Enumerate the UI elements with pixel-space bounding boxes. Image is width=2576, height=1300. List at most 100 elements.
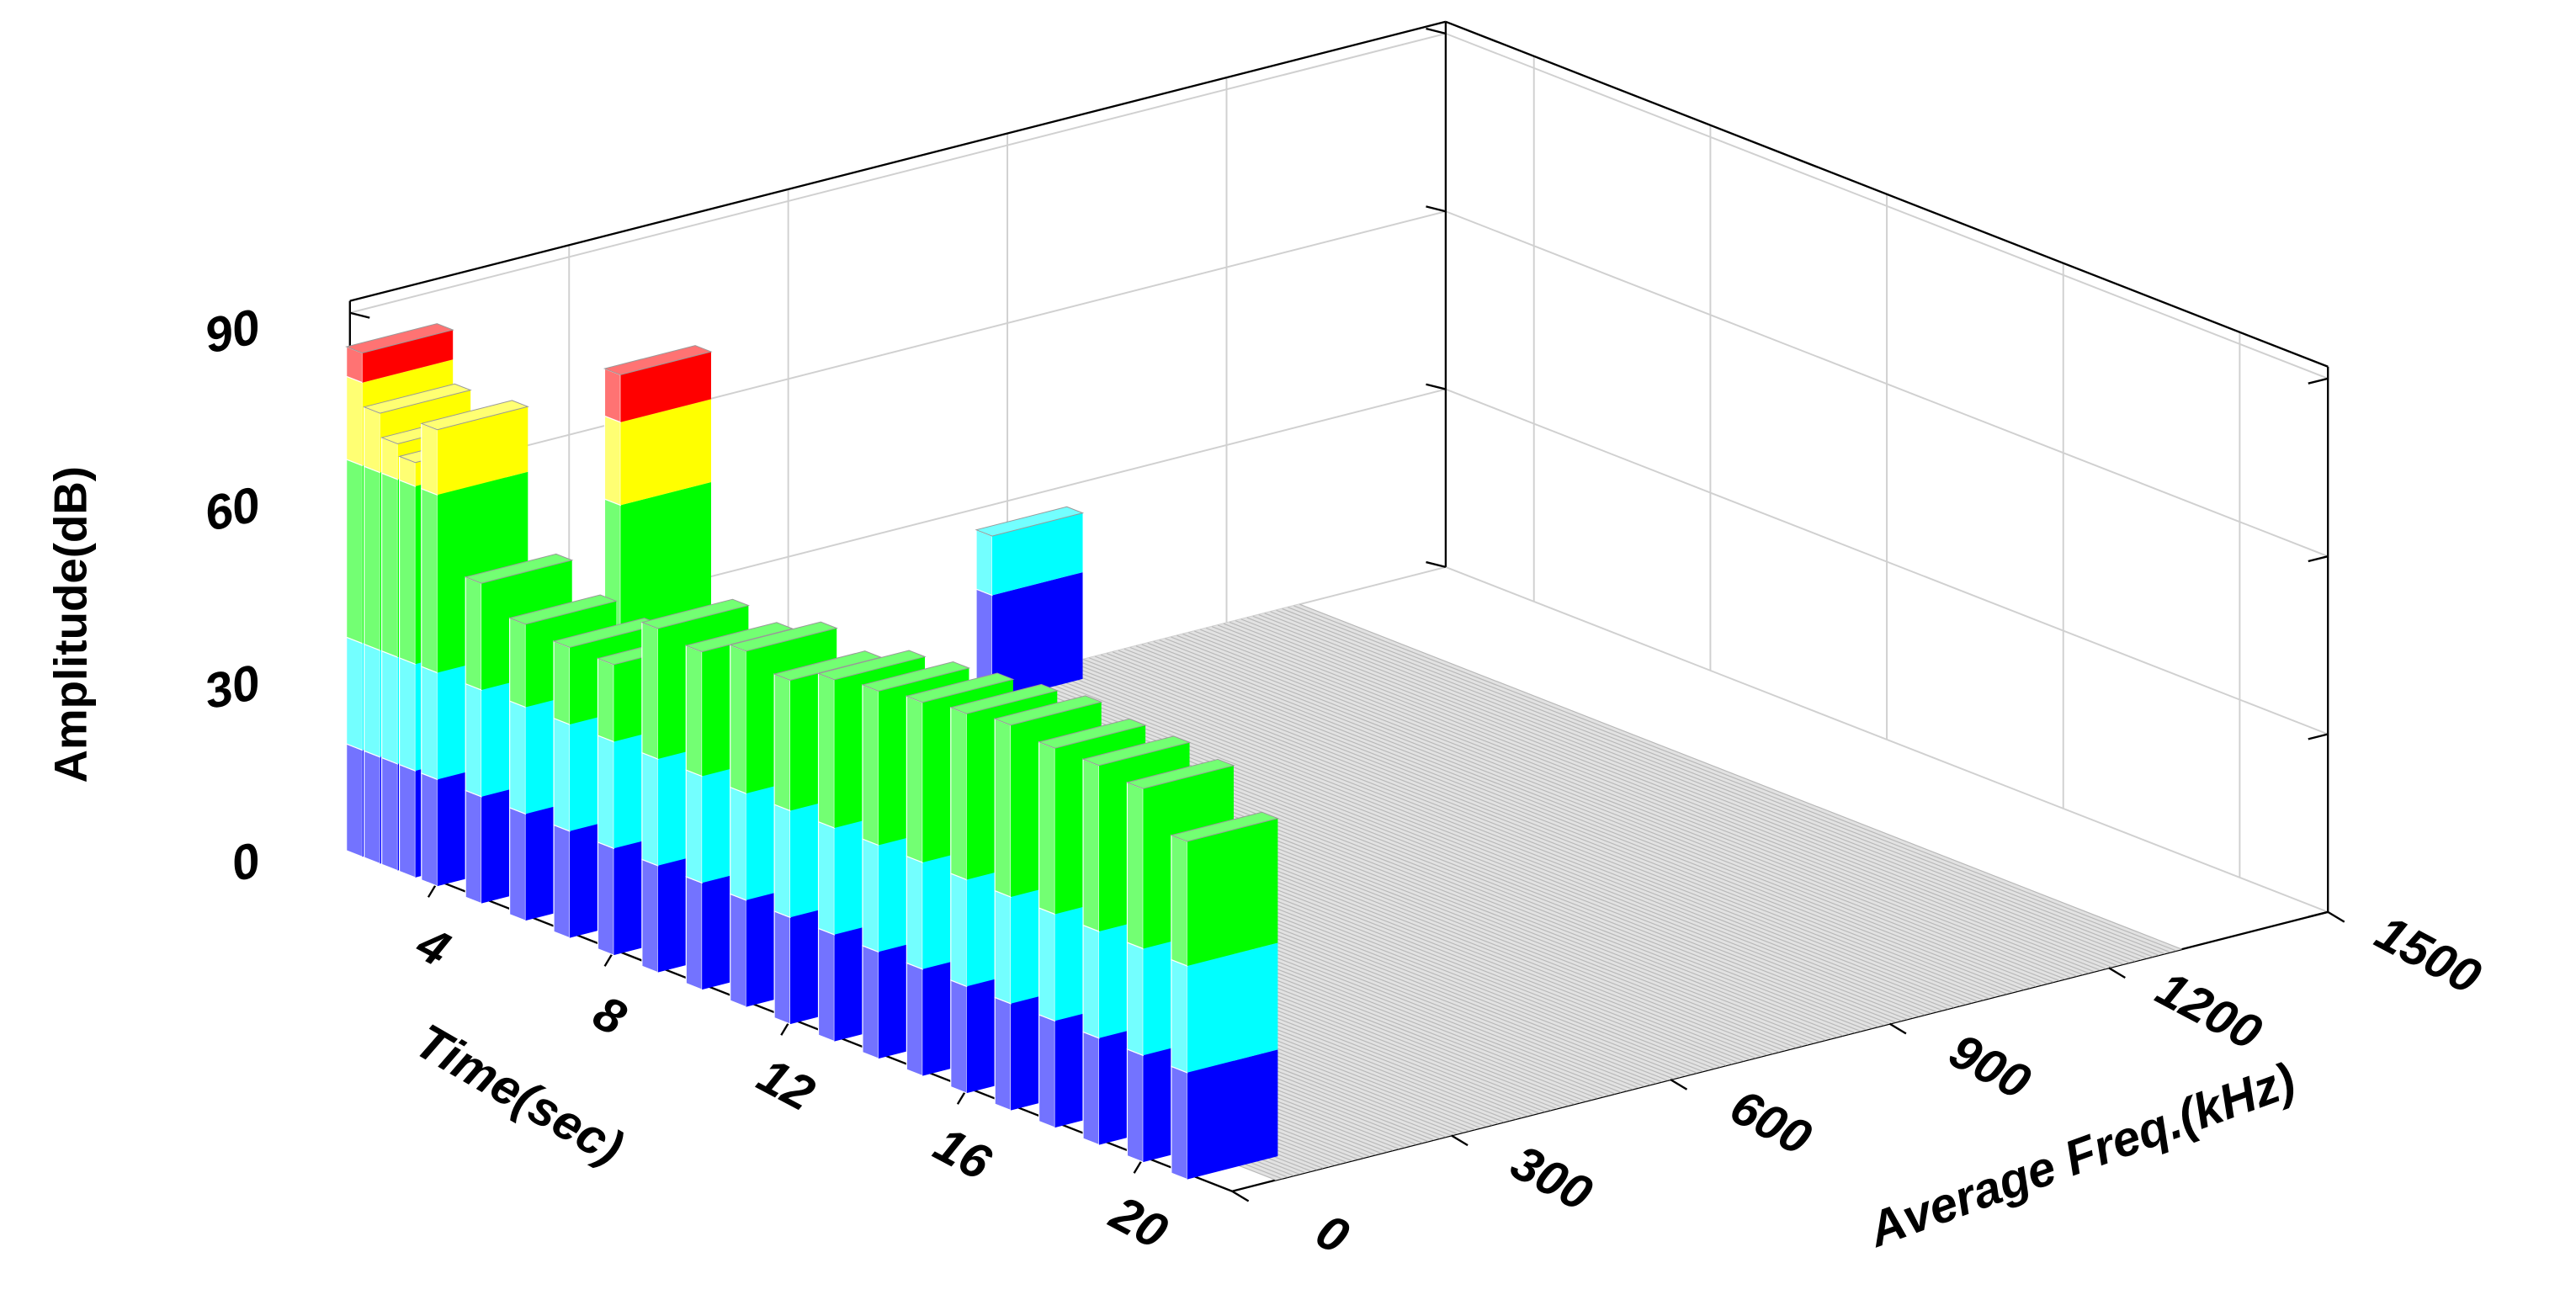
floor-line: [1246, 617, 2130, 963]
bar-side: [346, 743, 364, 858]
bar-top: [420, 400, 529, 431]
floor-line: [1018, 675, 1902, 1021]
floor-line: [1001, 679, 1884, 1026]
tick-mark: [1426, 205, 1447, 213]
bar-side: [381, 756, 399, 872]
bar-side: [364, 465, 381, 651]
floor-line: [1141, 644, 2025, 990]
floor-line: [1293, 605, 2176, 952]
bar-top: [508, 594, 618, 625]
floor-line: [1153, 640, 2037, 987]
bar-side: [421, 666, 438, 781]
bar-face: [991, 512, 1083, 596]
floor-line: [1171, 636, 2054, 983]
bar-side: [597, 735, 614, 850]
floor-line: [1264, 613, 2148, 959]
floor-line: [1235, 620, 2118, 967]
bar-top: [1125, 758, 1235, 789]
bar-top: [729, 621, 838, 652]
floor-line: [1036, 671, 1920, 1017]
bar-side: [950, 979, 968, 1094]
floor-line: [1147, 642, 2031, 989]
floor-line: [1095, 655, 1978, 1002]
z-axis-title: Amplitude(dB): [45, 466, 96, 783]
floor-line: [1077, 660, 1960, 1006]
x-tick-label: 16: [926, 1117, 1000, 1191]
bar-side: [465, 576, 482, 691]
bar-top: [345, 323, 454, 353]
y-tick-label: 1500: [2366, 905, 2489, 1006]
grid-line: [349, 32, 1447, 314]
bar-side: [862, 945, 879, 1059]
bar-side: [994, 996, 1012, 1112]
bar-side: [1126, 942, 1144, 1057]
y-tick-label: 300: [1502, 1135, 1601, 1222]
bar-face: [1187, 942, 1278, 1073]
floor-line: [1223, 623, 2106, 969]
bar-top: [603, 345, 713, 375]
bar-side: [421, 772, 438, 887]
bar-face: [437, 406, 528, 496]
bar-side: [817, 820, 835, 936]
z-tick-label: 90: [199, 300, 264, 364]
tick-mark: [2308, 910, 2329, 918]
floor-line: [1118, 650, 2001, 996]
bar-side: [553, 824, 571, 939]
floor-line: [1276, 609, 2159, 956]
floor-line: [1229, 621, 2112, 968]
bar-side: [950, 873, 968, 988]
bar-side: [994, 718, 1012, 898]
bar-top: [975, 506, 1085, 537]
bar-side: [994, 889, 1012, 1005]
bar-side: [975, 528, 993, 597]
bar-side: [862, 838, 879, 953]
tick-mark: [1670, 1078, 1688, 1090]
tick-mark: [2308, 377, 2329, 385]
floor-line: [1188, 632, 2071, 979]
bar-side: [641, 858, 659, 974]
bar-side: [641, 621, 659, 760]
bar-side: [1126, 782, 1144, 950]
bar-side: [773, 673, 791, 812]
bar-top: [1170, 811, 1279, 842]
floor-line: [1112, 651, 1995, 998]
bar-face: [991, 572, 1083, 703]
bar-side: [398, 657, 417, 772]
grid-line: [1445, 32, 2329, 379]
floor-line: [1129, 646, 2013, 993]
tick-mark: [2108, 967, 2126, 979]
bar-top: [773, 650, 883, 682]
bar-face: [1187, 818, 1278, 966]
bar-side: [509, 807, 527, 921]
floor-line: [1211, 626, 2095, 973]
floor-line: [1240, 618, 2124, 965]
bar-side: [817, 927, 835, 1043]
axis-edge: [349, 20, 1447, 302]
floor-line: [1176, 634, 2059, 981]
floor-line: [1054, 666, 1937, 1013]
bar-side: [1126, 1048, 1144, 1163]
bar-side: [1171, 1065, 1188, 1181]
bar-side: [906, 855, 923, 970]
bar-top: [640, 598, 750, 629]
floor-line: [1060, 665, 1943, 1011]
bar-side: [1082, 1031, 1100, 1146]
bar-side: [773, 910, 791, 1025]
tick-mark: [349, 311, 370, 319]
floor-line: [1159, 639, 2042, 986]
x-tick-label: 20: [1101, 1186, 1176, 1260]
bar-side: [381, 650, 399, 765]
bar-top: [993, 695, 1103, 726]
bar-side: [641, 751, 659, 867]
tick-mark: [2308, 733, 2329, 740]
grid-line: [1445, 388, 2329, 735]
grid-line: [1445, 210, 2329, 558]
bar-side: [730, 893, 747, 1008]
tick-mark: [1426, 560, 1447, 569]
bar-face: [1187, 1049, 1278, 1180]
floor-line: [1006, 678, 1890, 1025]
bar-side: [553, 717, 571, 832]
bar-side: [685, 769, 703, 884]
z-tick-label: 0: [226, 833, 264, 892]
